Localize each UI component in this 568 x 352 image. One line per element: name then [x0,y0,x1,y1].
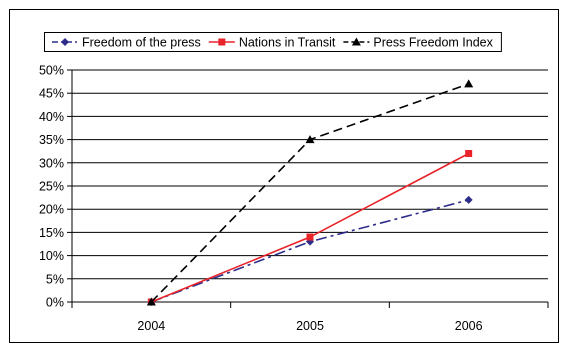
legend-item-1: Nations in Transit [208,36,336,50]
y-tick-label-2: 10% [39,249,64,263]
y-tick-label-3: 15% [39,226,64,240]
y-tick-label-0: 0% [46,296,64,310]
x-tick-label-2006: 2006 [455,319,483,333]
y-tick-label-7: 35% [39,133,64,147]
legend-marker-0 [61,38,69,46]
series-1-point-2006 [465,150,473,158]
x-axis-ticks: 2004 2005 2006 [71,302,549,333]
y-axis-ticks: 0% 5% 10% 15% 20% 25% 30% 35% 40% 45% 50% [39,64,72,310]
legend-item-0: Freedom of the press [52,36,201,50]
x-tick-label-2005: 2005 [296,319,324,333]
y-tick-label-9: 45% [39,87,64,101]
y-tick-label-5: 25% [39,180,64,194]
legend: Freedom of the press Nations in Transit Pr… [44,32,502,52]
x-tick-label-2004: 2004 [137,319,165,333]
series-1-point-2005 [306,233,314,241]
legend-label-0: Freedom of the press [82,36,201,50]
gridlines [72,69,548,280]
legend-label-1: Nations in Transit [239,36,336,50]
legend-item-2: Press Freedom Index [343,36,494,50]
legend-marker-1 [218,38,226,46]
series-2-point-2006 [464,79,474,88]
legend-marker-2 [351,37,361,46]
series-2-point-2005 [305,135,315,144]
series-layer [146,79,474,306]
series-2-point-2004 [146,297,156,306]
y-tick-label-6: 30% [39,156,64,170]
series-2 [146,79,474,306]
chart-border [9,9,559,343]
y-tick-label-8: 40% [39,110,64,124]
y-tick-label-4: 20% [39,203,64,217]
y-tick-label-10: 50% [39,64,64,78]
y-tick-label-1: 5% [46,272,64,286]
legend-label-2: Press Freedom Index [373,36,493,50]
legend-box [44,32,502,52]
series-0-point-2006 [464,195,473,204]
